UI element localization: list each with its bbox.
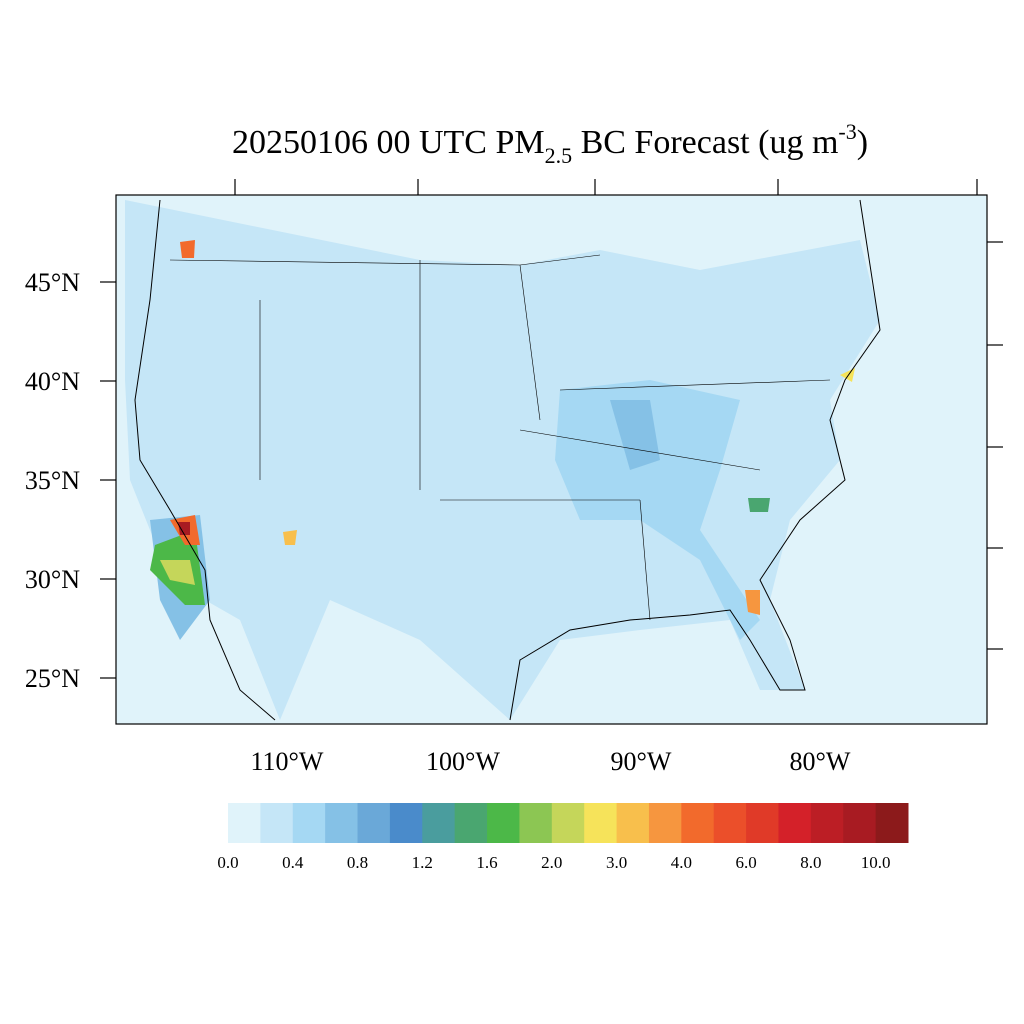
colorbar-box — [616, 803, 650, 843]
plume — [160, 560, 195, 585]
labels: 45°N 40°N 35°N 30°N 25°N 110°W 100°W 90°W 80°W — [25, 268, 851, 776]
colorbar-label: 1.6 — [476, 853, 497, 872]
colorbar-label: 4.0 — [671, 853, 692, 872]
colorbar-box — [584, 803, 618, 843]
title-sup: -3 — [838, 119, 856, 144]
colorbar-label: 3.0 — [606, 853, 627, 872]
plume — [745, 590, 760, 615]
colorbar-box — [713, 803, 747, 843]
colorbar-box — [681, 803, 715, 843]
west-coast — [134, 199, 276, 721]
colorbar-box — [746, 803, 779, 843]
colorbar-box — [551, 803, 585, 843]
colorbar-box — [843, 803, 877, 843]
ticks — [100, 179, 1003, 679]
colorbar-box — [389, 803, 423, 843]
colorbar-box — [519, 803, 553, 843]
colorbar-box — [487, 803, 520, 843]
plume — [555, 380, 760, 640]
colorbar-label: 10.0 — [861, 853, 891, 872]
concentration-field — [125, 200, 880, 720]
plume — [748, 498, 770, 512]
land-background — [125, 200, 880, 720]
colorbar-box — [228, 803, 261, 843]
colorbar-box — [875, 803, 909, 843]
lon-label: 90°W — [611, 747, 672, 776]
colorbar-box — [810, 803, 844, 843]
colorbar-label: 0.0 — [217, 853, 238, 872]
colorbar-box — [422, 803, 456, 843]
colorbar-label: 0.4 — [282, 853, 304, 872]
title-main: 20250106 00 UTC PM — [232, 124, 545, 161]
lat-label: 25°N — [25, 664, 80, 693]
title-rest: BC Forecast (ug m — [572, 124, 838, 161]
colorbar: 0.0 0.4 0.8 1.2 1.6 2.0 3.0 4.0 6.0 8.0 10.0 — [217, 803, 909, 872]
title-sub: 2.5 — [545, 143, 573, 168]
state-borders — [169, 254, 831, 621]
plume — [178, 522, 190, 535]
lon-label: 80°W — [790, 747, 851, 776]
colorbar-label: 1.2 — [412, 853, 433, 872]
title: 20250106 00 UTC PM2.5 BC Forecast (ug m-… — [232, 119, 868, 168]
colorbar-box — [292, 803, 326, 843]
colorbar-label: 6.0 — [735, 853, 756, 872]
east-gulf-coast — [509, 199, 881, 721]
plume — [610, 400, 660, 470]
coastlines — [134, 199, 881, 721]
colorbar-box — [260, 803, 294, 843]
plume — [180, 240, 195, 258]
lon-label: 100°W — [426, 747, 500, 776]
lat-label: 30°N — [25, 565, 80, 594]
colorbar-box — [778, 803, 812, 843]
colorbar-label: 2.0 — [541, 853, 562, 872]
plume — [283, 530, 297, 545]
lon-label: 110°W — [251, 747, 324, 776]
colorbar-box — [648, 803, 682, 843]
colorbar-label: 0.8 — [347, 853, 368, 872]
lat-label: 45°N — [25, 268, 80, 297]
colorbar-box — [357, 803, 391, 843]
colorbar-box — [454, 803, 488, 843]
colorbar-box — [325, 803, 359, 843]
lat-label: 35°N — [25, 466, 80, 495]
lat-label: 40°N — [25, 367, 80, 396]
title-end: ) — [857, 124, 868, 161]
map-frame — [115, 194, 988, 725]
colorbar-label: 8.0 — [800, 853, 821, 872]
